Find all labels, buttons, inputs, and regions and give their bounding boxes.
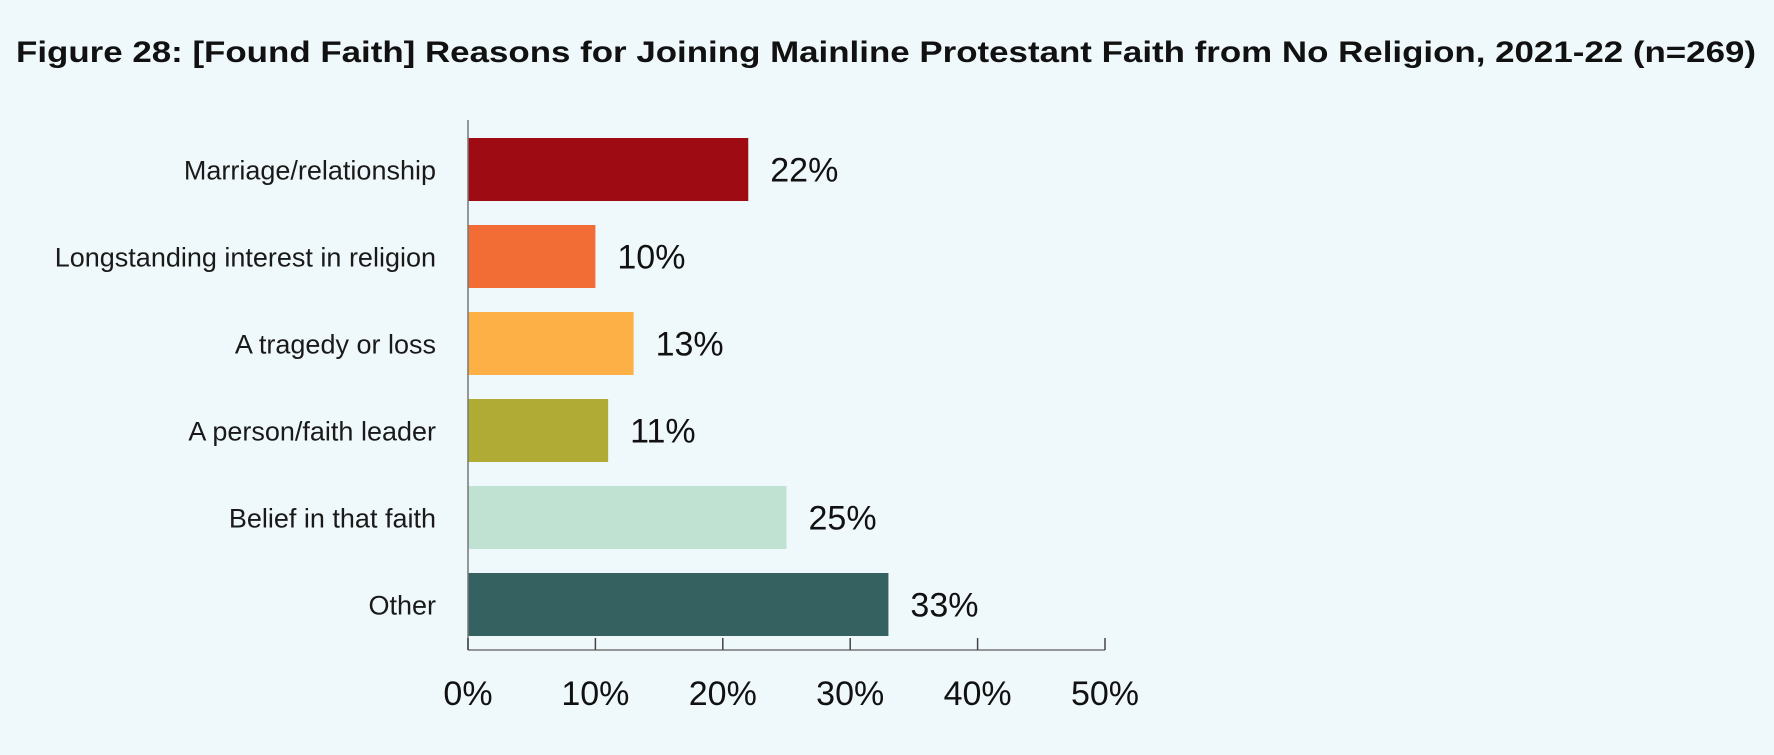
category-label: Other	[368, 591, 436, 621]
value-label: 25%	[809, 500, 877, 538]
category-label: Marriage/relationship	[184, 156, 436, 186]
x-tick-label: 50%	[1071, 675, 1139, 713]
value-label: 13%	[656, 326, 724, 364]
value-label: 10%	[617, 239, 685, 277]
x-tick-label: 20%	[689, 675, 757, 713]
value-label: 11%	[630, 413, 696, 451]
value-label: 33%	[910, 587, 978, 625]
x-tick-label: 10%	[561, 675, 629, 713]
bar	[468, 399, 609, 462]
x-tick-label: 0%	[443, 675, 492, 713]
bar	[468, 486, 787, 549]
x-tick-label: 40%	[944, 675, 1012, 713]
bar	[468, 312, 634, 375]
bar	[468, 225, 596, 288]
value-label: 22%	[770, 152, 838, 190]
bar	[468, 138, 749, 201]
bar	[468, 573, 889, 636]
chart-title: Figure 28: [Found Faith] Reasons for Joi…	[16, 36, 1756, 69]
category-label: A tragedy or loss	[235, 330, 436, 360]
category-label: Belief in that faith	[229, 504, 436, 534]
category-label: A person/faith leader	[188, 417, 436, 447]
category-label: Longstanding interest in religion	[55, 243, 436, 273]
x-tick-label: 30%	[816, 675, 884, 713]
